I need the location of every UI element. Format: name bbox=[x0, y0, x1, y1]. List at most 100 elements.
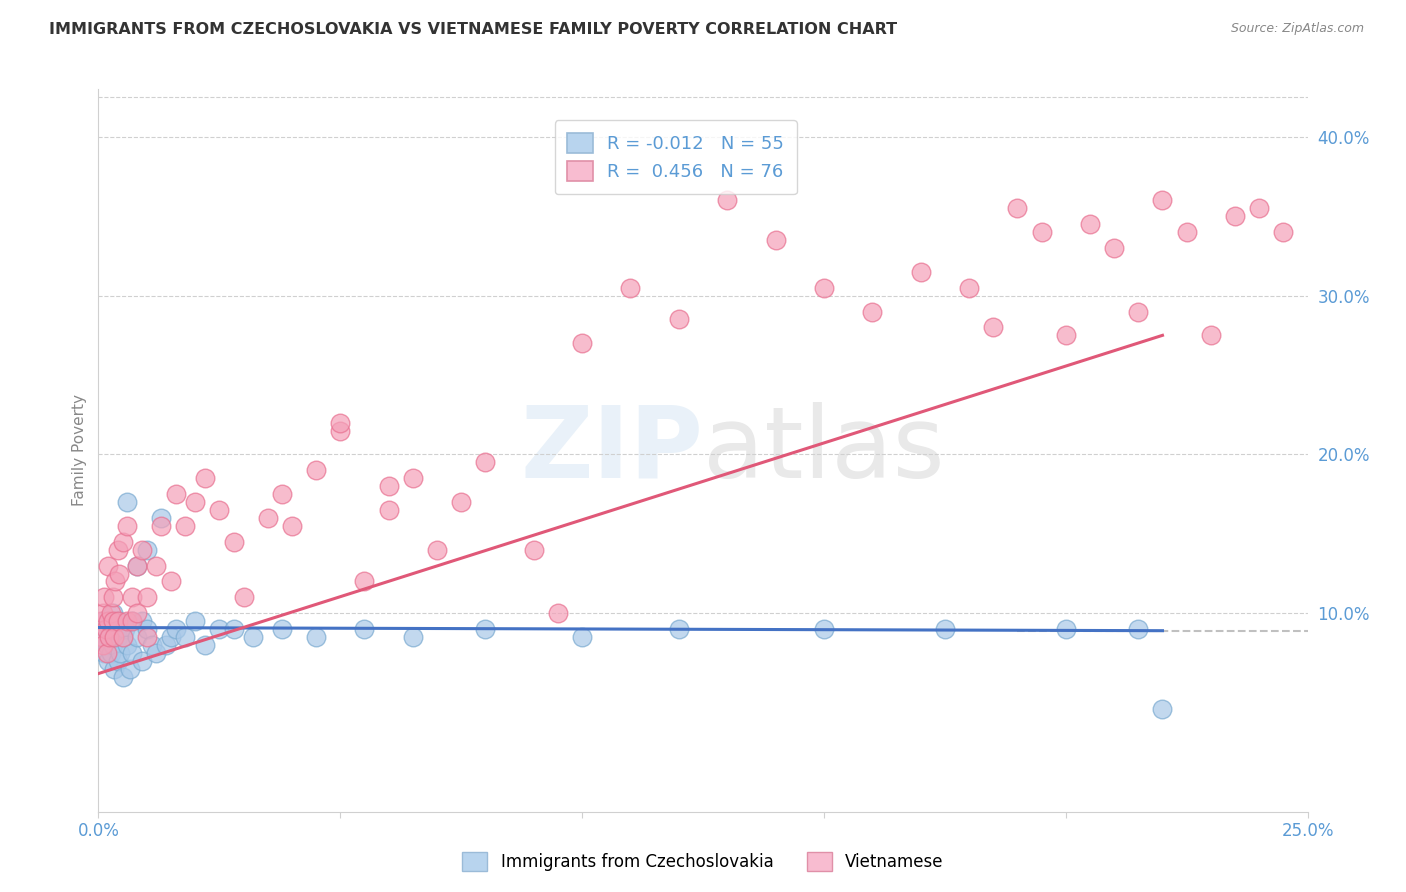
Point bbox=[121, 591, 143, 605]
Point bbox=[981, 320, 1004, 334]
Point bbox=[131, 542, 153, 557]
Point bbox=[174, 519, 197, 533]
Point bbox=[91, 638, 114, 652]
Point bbox=[111, 670, 134, 684]
Point bbox=[194, 638, 217, 652]
Point bbox=[1223, 209, 1246, 223]
Point bbox=[174, 630, 197, 644]
Point bbox=[1249, 202, 1271, 216]
Point bbox=[668, 622, 690, 636]
Point bbox=[860, 304, 883, 318]
Point bbox=[160, 630, 183, 644]
Point bbox=[194, 471, 217, 485]
Point bbox=[165, 487, 187, 501]
Legend: R = -0.012   N = 55, R =  0.456   N = 76: R = -0.012 N = 55, R = 0.456 N = 76 bbox=[555, 120, 797, 194]
Point bbox=[101, 638, 124, 652]
Point bbox=[141, 638, 163, 652]
Point bbox=[121, 614, 143, 628]
Point bbox=[93, 591, 115, 605]
Point bbox=[571, 336, 593, 351]
Point bbox=[107, 654, 129, 668]
Point bbox=[107, 614, 129, 628]
Point bbox=[305, 463, 328, 477]
Point bbox=[329, 416, 352, 430]
Legend: Immigrants from Czechoslovakia, Vietnamese: Immigrants from Czechoslovakia, Vietname… bbox=[454, 843, 952, 880]
Point bbox=[232, 591, 254, 605]
Point bbox=[474, 622, 496, 636]
Point bbox=[1199, 328, 1222, 343]
Point bbox=[98, 630, 121, 644]
Point bbox=[121, 614, 143, 628]
Point bbox=[377, 503, 399, 517]
Point bbox=[208, 503, 231, 517]
Point bbox=[101, 606, 124, 620]
Point bbox=[93, 646, 115, 660]
Point bbox=[107, 566, 129, 581]
Point bbox=[934, 622, 956, 636]
Point bbox=[271, 487, 294, 501]
Point bbox=[131, 614, 153, 628]
Point bbox=[450, 495, 472, 509]
Point bbox=[91, 630, 114, 644]
Point bbox=[281, 519, 304, 533]
Point bbox=[1272, 225, 1295, 239]
Point bbox=[402, 630, 425, 644]
Point bbox=[184, 614, 207, 628]
Point bbox=[111, 534, 134, 549]
Point bbox=[135, 591, 157, 605]
Point bbox=[619, 281, 641, 295]
Point bbox=[117, 495, 139, 509]
Point bbox=[329, 424, 352, 438]
Point bbox=[813, 281, 835, 295]
Point bbox=[305, 630, 328, 644]
Point bbox=[547, 606, 569, 620]
Point bbox=[96, 638, 118, 652]
Text: atlas: atlas bbox=[703, 402, 945, 499]
Point bbox=[97, 558, 120, 573]
Point bbox=[127, 606, 149, 620]
Point bbox=[91, 630, 114, 644]
Point bbox=[127, 558, 149, 573]
Point bbox=[94, 622, 117, 636]
Point bbox=[97, 614, 120, 628]
Point bbox=[100, 646, 122, 660]
Text: Source: ZipAtlas.com: Source: ZipAtlas.com bbox=[1230, 22, 1364, 36]
Point bbox=[523, 542, 546, 557]
Point bbox=[107, 630, 129, 644]
Point bbox=[127, 630, 149, 644]
Point bbox=[135, 630, 157, 644]
Point bbox=[1128, 304, 1150, 318]
Point bbox=[135, 542, 157, 557]
Point bbox=[145, 558, 167, 573]
Point bbox=[104, 622, 127, 636]
Point bbox=[910, 265, 932, 279]
Point bbox=[1175, 225, 1198, 239]
Point bbox=[716, 194, 738, 208]
Point bbox=[184, 495, 207, 509]
Point bbox=[97, 614, 120, 628]
Point bbox=[256, 511, 278, 525]
Point bbox=[91, 606, 114, 620]
Point bbox=[1152, 701, 1174, 715]
Point bbox=[1078, 217, 1101, 231]
Point bbox=[98, 630, 121, 644]
Text: ZIP: ZIP bbox=[520, 402, 703, 499]
Point bbox=[426, 542, 449, 557]
Point bbox=[107, 542, 129, 557]
Point bbox=[96, 646, 118, 660]
Point bbox=[150, 511, 173, 525]
Point bbox=[1128, 622, 1150, 636]
Point bbox=[208, 622, 231, 636]
Point bbox=[117, 614, 139, 628]
Point bbox=[114, 622, 136, 636]
Point bbox=[101, 614, 124, 628]
Point bbox=[101, 591, 124, 605]
Point bbox=[121, 646, 143, 660]
Point bbox=[813, 622, 835, 636]
Text: IMMIGRANTS FROM CZECHOSLOVAKIA VS VIETNAMESE FAMILY POVERTY CORRELATION CHART: IMMIGRANTS FROM CZECHOSLOVAKIA VS VIETNA… bbox=[49, 22, 897, 37]
Point bbox=[1031, 225, 1053, 239]
Point bbox=[1102, 241, 1125, 255]
Point bbox=[165, 622, 187, 636]
Point bbox=[145, 646, 167, 660]
Point bbox=[222, 534, 245, 549]
